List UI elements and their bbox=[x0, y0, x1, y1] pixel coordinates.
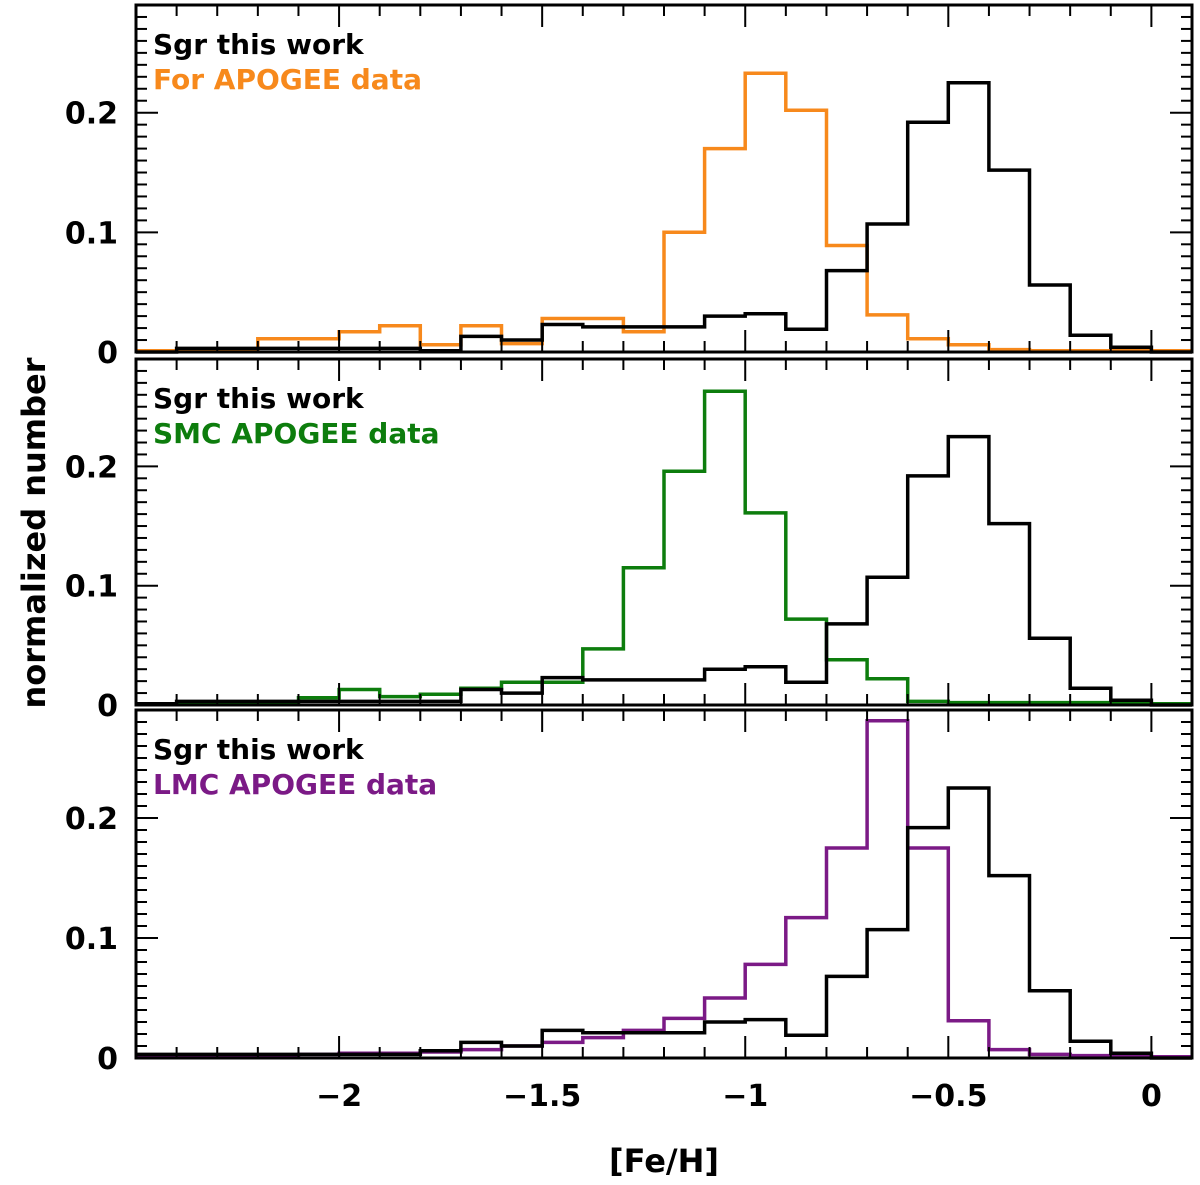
legend-entry-comparison: SMC APOGEE data bbox=[153, 417, 440, 450]
series-line-comparison-panel-1 bbox=[136, 71, 1192, 353]
y-axis-title: normalized number bbox=[15, 357, 53, 708]
y-tick-label: 0 bbox=[97, 689, 118, 724]
y-tick-label: 0 bbox=[97, 1042, 118, 1077]
series-line-sgr-panel-2 bbox=[136, 434, 1192, 707]
legend-entry-sgr: Sgr this work bbox=[153, 382, 365, 415]
x-tick-label: −1.5 bbox=[503, 1079, 581, 1114]
legend-entry-comparison: For APOGEE data bbox=[153, 63, 422, 96]
x-tick-label: 0 bbox=[1141, 1079, 1162, 1114]
y-tick-label: 0.2 bbox=[65, 97, 118, 132]
y-tick-label: 0.1 bbox=[65, 570, 118, 605]
y-tick-label: 0.2 bbox=[65, 802, 118, 837]
x-tick-labels: −2 −1.5 −1 −0.5 0 bbox=[316, 1079, 1162, 1114]
legend-entry-sgr: Sgr this work bbox=[153, 733, 365, 766]
y-tick-label: 0.2 bbox=[65, 450, 118, 485]
y-tick-label: 0.1 bbox=[65, 216, 118, 251]
x-axis-title: [Fe/H] bbox=[609, 1142, 719, 1180]
x-tick-label: −1 bbox=[722, 1079, 768, 1114]
legend-entry-sgr: Sgr this work bbox=[153, 28, 365, 61]
y-tick-label: 0.1 bbox=[65, 922, 118, 957]
y-tick-label: 0 bbox=[97, 336, 118, 371]
series-line-sgr-panel-1 bbox=[136, 81, 1192, 354]
x-tick-label: −2 bbox=[316, 1079, 362, 1114]
legend-entry-comparison: LMC APOGEE data bbox=[153, 768, 437, 801]
x-tick-label: −0.5 bbox=[909, 1079, 987, 1114]
